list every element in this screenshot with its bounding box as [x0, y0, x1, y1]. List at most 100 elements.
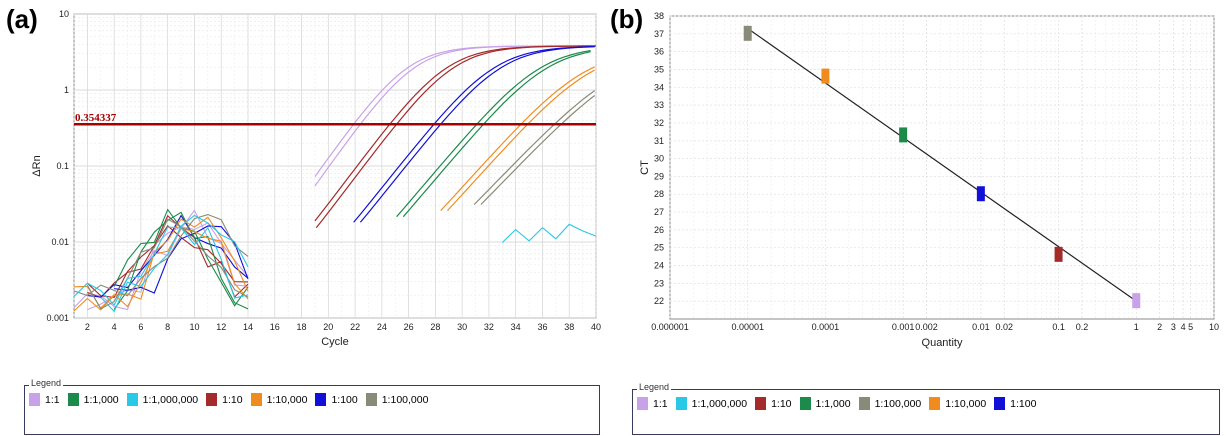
legend-item: 1:100,000: [365, 393, 428, 406]
y-tick-label: 0.01: [51, 237, 69, 247]
y-tick-label: 30: [654, 154, 664, 164]
legend-swatch: [365, 393, 377, 406]
legend-item: 1:1,000: [67, 393, 119, 406]
x-tick-label: 5: [1188, 322, 1193, 332]
legend-item: 1:100: [994, 397, 1036, 410]
legend-label: 1:1,000,000: [691, 397, 748, 410]
legend-swatch: [858, 397, 870, 410]
legend-swatch: [29, 393, 40, 406]
x-tick-label: 12: [216, 322, 226, 332]
legend-item: 1:1,000,000: [126, 393, 199, 406]
x-tick-label: 1: [1134, 322, 1139, 332]
y-tick-label: 32: [654, 118, 664, 128]
legend-label: 1:100: [331, 393, 358, 406]
legend-swatch: [206, 393, 218, 406]
x-axis-label: Cycle: [321, 336, 349, 348]
x-tick-label: 4: [112, 322, 117, 332]
x-tick-label: 0.000001: [651, 322, 689, 332]
data-point: [1054, 246, 1063, 262]
legend-label: 1:10,000: [266, 393, 308, 406]
x-tick-label: 0.02: [995, 322, 1013, 332]
series-group: [73, 45, 597, 313]
noise-line: [73, 227, 249, 310]
legend-a-items: 1:1 1:1,000 1:1,000,000 1:10 1:10,000 1:100 1:…: [29, 393, 436, 406]
x-tick-label: 18: [297, 322, 307, 332]
legend-swatch: [67, 393, 79, 406]
y-tick-label: 1: [64, 85, 69, 95]
x-tick-label: 36: [537, 322, 547, 332]
x-tick-label: 24: [377, 322, 387, 332]
x-tick-label: 14: [243, 322, 253, 332]
data-point: [1132, 293, 1141, 309]
fit-line: [747, 27, 1137, 302]
y-tick-label: 10: [59, 9, 69, 19]
legend-item: 1:10,000: [250, 393, 308, 406]
late-noise-line: [501, 223, 597, 243]
standard-curve-plot: 22232425262728293031323334353637380.0000…: [639, 11, 1219, 349]
legend-swatch: [637, 397, 648, 410]
x-tick-label: 38: [564, 322, 574, 332]
legend-label: 1:1: [653, 397, 668, 410]
x-tick-label: 16: [270, 322, 280, 332]
x-tick-label: 0.002: [915, 322, 938, 332]
legend-label: 1:1,000: [815, 397, 851, 410]
x-tick-label: 4: [1181, 322, 1186, 332]
y-tick-label: 31: [654, 136, 664, 146]
noise-line: [86, 218, 249, 310]
x-tick-label: 10: [189, 322, 199, 332]
amplification-curve: [402, 51, 591, 218]
x-tick-label: 32: [484, 322, 494, 332]
noise-line: [87, 224, 249, 299]
legend-item: 1:10: [755, 397, 792, 410]
legend-swatch: [929, 397, 941, 410]
y-tick-label: 35: [654, 64, 664, 74]
x-tick-label: 0.0001: [812, 322, 840, 332]
legend-item: 1:1,000,000: [675, 397, 748, 410]
x-tick-label: 3: [1171, 322, 1176, 332]
y-tick-label: 28: [654, 189, 664, 199]
data-point: [821, 68, 830, 84]
x-tick-label: 22: [350, 322, 360, 332]
legend-label: 1:100: [1010, 397, 1037, 410]
threshold-label: 0.354337: [75, 112, 117, 124]
panel-b-label: (b): [610, 4, 644, 34]
amplification-curve: [315, 45, 591, 229]
legend-swatch: [675, 397, 687, 410]
amplification-curve: [480, 95, 596, 205]
legend-a: Legend 1:1 1:1,000 1:1,000,000 1:10 1:10,000…: [24, 378, 600, 435]
legend-swatch: [250, 393, 262, 406]
x-tick-label: 0.1: [1052, 322, 1065, 332]
legend-swatch: [315, 393, 327, 406]
legend-swatch: [126, 393, 138, 406]
x-tick-label: 2: [85, 322, 90, 332]
y-tick-label: 33: [654, 100, 664, 110]
y-tick-label: 27: [654, 207, 664, 217]
x-tick-label: 40: [591, 322, 601, 332]
x-tick-label: 8: [165, 322, 170, 332]
legend-b-items: 1:1 1:1,000,000 1:10 1:1,000 1:100,000 1:10,0…: [637, 397, 1044, 410]
legend-label: 1:100,000: [874, 397, 922, 410]
panel-a-label: (a): [6, 4, 38, 34]
legend-item: 1:1: [637, 397, 668, 410]
legend-label: 1:10: [222, 393, 243, 406]
noise-line: [73, 226, 249, 307]
data-point: [976, 186, 985, 202]
x-tick-label: 0.01: [972, 322, 990, 332]
noise-line: [87, 214, 249, 299]
amplification-curve: [473, 90, 596, 205]
legend-label: 1:1,000,000: [142, 393, 199, 406]
legend-label: 1:1: [45, 393, 60, 406]
legend-item: 1:10,000: [929, 397, 986, 410]
legend-swatch: [755, 397, 767, 410]
amplification-curve: [446, 69, 595, 212]
y-tick-label: 22: [654, 296, 664, 306]
legend-label: 1:1,000: [83, 393, 119, 406]
y-tick-label: 26: [654, 225, 664, 235]
legend-item: 1:100,000: [858, 397, 922, 410]
legend-item: 1:1: [29, 393, 60, 406]
x-tick-label: 0.00001: [731, 322, 764, 332]
y-tick-label: 24: [654, 261, 664, 271]
legend-a-title: Legend: [29, 378, 64, 388]
legend-item: 1:1,000: [799, 397, 851, 410]
